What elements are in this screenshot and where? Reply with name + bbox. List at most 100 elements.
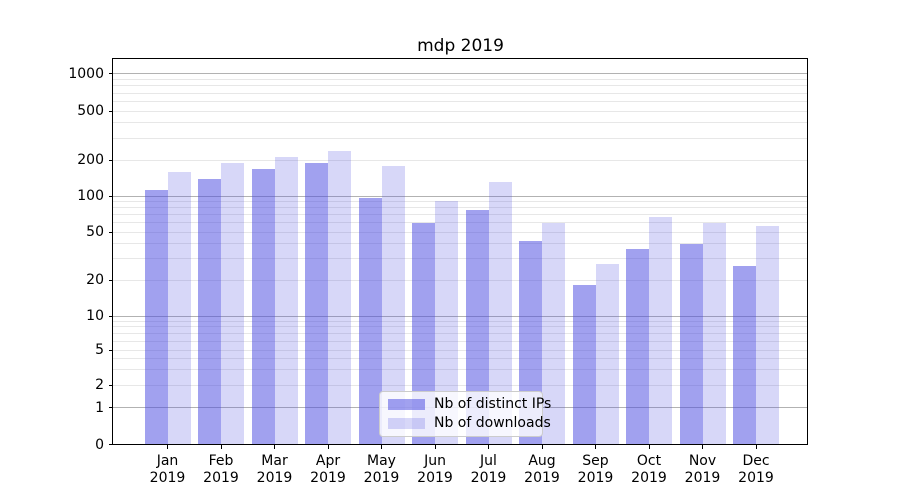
bar-ips-dec [733, 266, 756, 445]
bar-ips-may [358, 198, 382, 445]
bar-downloads-aug [542, 223, 565, 445]
minor-gridline-9 [113, 320, 808, 322]
bar-ips-apr [305, 162, 328, 445]
bar-downloads-apr [328, 151, 351, 445]
minor-gridline-3 [113, 369, 808, 371]
legend: Nb of distinct IPs Nb of downloads [379, 391, 551, 437]
x-tick-label-feb: Feb 2019 [203, 453, 239, 486]
x-tick-label-jun: Jun 2019 [417, 453, 453, 486]
y-tick-0 [108, 444, 113, 445]
minor-gridline-500 [113, 110, 808, 112]
minor-gridline-300 [113, 137, 808, 139]
bar-ips-nov [679, 243, 703, 445]
x-tick-nov [702, 445, 703, 449]
minor-gridline-50 [113, 231, 808, 233]
y-tick-label-200: 200 [77, 152, 104, 168]
bar-downloads-jun [435, 200, 458, 445]
chart-title: mdp 2019 [417, 36, 504, 56]
minor-gridline-400 [113, 122, 808, 124]
x-tick-jan [167, 445, 168, 449]
x-tick-mar [274, 445, 275, 449]
minor-gridline-90 [113, 200, 808, 202]
bar-downloads-feb [221, 162, 244, 445]
x-tick-label-apr: Apr 2019 [310, 453, 346, 486]
bar-downloads-oct [649, 216, 672, 445]
x-tick-label-aug: Aug 2019 [524, 453, 560, 486]
y-tick-label-5: 5 [95, 342, 104, 358]
y-tick-500 [108, 110, 113, 112]
bar-ips-jan [144, 189, 168, 445]
minor-gridline-700 [113, 92, 808, 94]
x-tick-jun [434, 445, 436, 449]
legend-entry-distinct-ips: Nb of distinct IPs [388, 397, 551, 412]
y-tick-label-0: 0 [95, 436, 104, 453]
minor-gridline-800 [113, 85, 808, 87]
y-tick-label-10: 10 [86, 308, 104, 324]
x-tick-label-mar: Mar 2019 [256, 453, 293, 486]
bar-downloads-jan [167, 171, 191, 445]
minor-gridline-900 [113, 79, 808, 81]
y-tick-label-500: 500 [77, 103, 104, 119]
legend-swatch-distinct-ips [388, 399, 425, 410]
x-tick-may [381, 445, 382, 449]
y-tick-20 [108, 279, 113, 281]
y-tick-label-20: 20 [86, 272, 104, 288]
x-tick-label-jul: Jul 2019 [470, 453, 507, 486]
legend-label-downloads: Nb of downloads [434, 415, 551, 431]
major-gridline-100 [113, 195, 808, 197]
bar-ips-sep [572, 285, 596, 445]
bar-ips-jul [465, 210, 489, 445]
legend-swatch-downloads [388, 418, 425, 429]
minor-gridline-6 [113, 340, 808, 342]
minor-gridline-7 [113, 333, 808, 334]
y-tick-100 [108, 195, 113, 197]
y-tick-label-2: 2 [95, 377, 104, 394]
minor-gridline-20 [113, 279, 808, 281]
minor-gridline-70 [113, 214, 808, 216]
minor-gridline-4 [113, 358, 808, 360]
y-tick-5 [108, 349, 113, 351]
y-tick-label-1000: 1000 [68, 65, 104, 82]
y-tick-1000 [108, 73, 113, 75]
x-tick-label-oct: Oct 2019 [631, 453, 667, 486]
minor-gridline-30 [113, 258, 808, 260]
major-gridline-1000 [113, 73, 808, 75]
x-tick-label-dec: Dec 2019 [738, 453, 774, 486]
y-tick-10 [108, 315, 113, 317]
x-tick-feb [220, 445, 222, 449]
bar-downloads-may [381, 166, 405, 445]
bar-ips-feb [198, 178, 221, 445]
x-tick-label-sep: Sep 2019 [577, 453, 614, 486]
legend-label-distinct-ips: Nb of distinct IPs [434, 396, 552, 412]
minor-gridline-60 [113, 222, 808, 224]
y-tick-1 [108, 407, 113, 409]
bar-ips-mar [251, 169, 275, 445]
x-tick-label-nov: Nov 2019 [684, 453, 721, 486]
y-tick-2 [108, 384, 113, 386]
y-tick-label-50: 50 [86, 224, 104, 240]
y-tick-label-1: 1 [95, 399, 104, 416]
bar-downloads-jul [488, 182, 512, 445]
minor-gridline-5 [113, 349, 808, 351]
bar-downloads-nov [702, 223, 726, 445]
minor-gridline-80 [113, 207, 808, 209]
x-tick-sep [595, 445, 596, 449]
x-tick-apr [327, 445, 329, 449]
bar-downloads-dec [756, 226, 779, 445]
legend-entry-downloads: Nb of downloads [388, 416, 551, 431]
x-tick-jul [488, 445, 489, 449]
bar-downloads-sep [595, 264, 619, 445]
major-gridline-10 [113, 315, 808, 317]
x-tick-aug [541, 445, 543, 449]
x-tick-oct [648, 445, 650, 449]
y-tick-200 [108, 159, 113, 161]
minor-gridline-600 [113, 100, 808, 102]
x-tick-label-jan: Jan 2019 [149, 453, 186, 486]
bar-ips-jun [412, 223, 435, 445]
bar-ips-oct [626, 249, 649, 445]
x-tick-label-may: May 2019 [363, 453, 400, 486]
y-tick-50 [108, 231, 113, 233]
minor-gridline-2 [113, 384, 808, 386]
plot-area [113, 59, 808, 445]
